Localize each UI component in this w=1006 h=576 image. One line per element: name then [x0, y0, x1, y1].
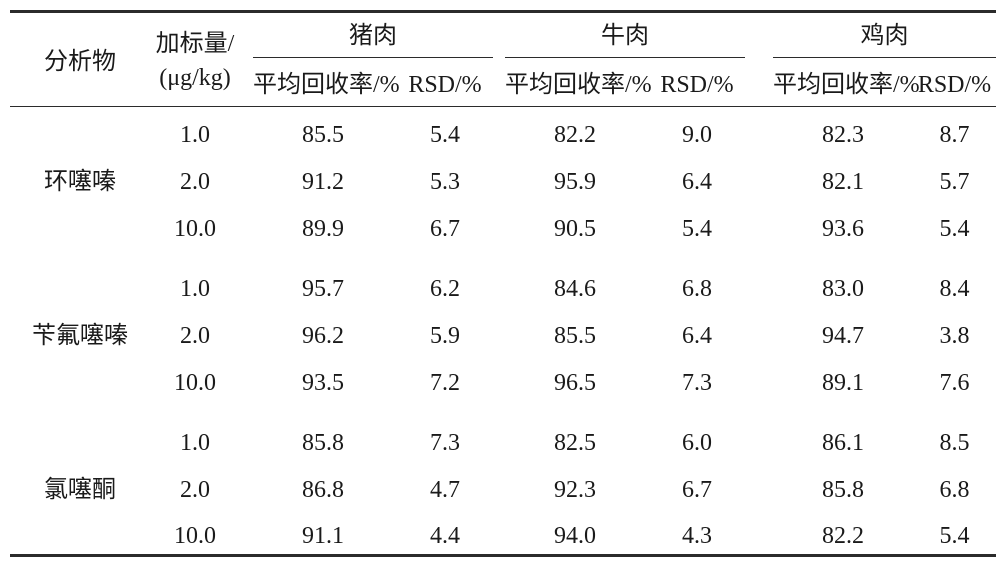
cell-beef-recovery: 94.0: [554, 523, 596, 549]
cell-chicken-recovery: 94.7: [822, 323, 864, 349]
cell-beef-rsd: 6.0: [682, 430, 712, 456]
cell-beef-rsd: 6.8: [682, 276, 712, 302]
table-bottom-rule: [10, 554, 996, 557]
cell-chicken-rsd: 6.8: [939, 477, 970, 503]
cell-pork-recovery: 91.2: [302, 169, 344, 195]
cell-beef-rsd: 6.4: [682, 169, 712, 195]
subheader-rsd: RSD/%: [408, 72, 482, 98]
cell-beef-rsd: 6.7: [682, 477, 712, 503]
cell-chicken-rsd: 8.5: [939, 430, 970, 456]
header-analyte: 分析物: [44, 49, 116, 75]
cell-beef-recovery: 82.5: [554, 430, 596, 456]
cell-chicken-rsd: 8.4: [939, 276, 970, 302]
cell-spike: 10.0: [174, 370, 216, 396]
cell-pork-rsd: 5.3: [430, 169, 460, 195]
cell-pork-rsd: 7.2: [430, 370, 460, 396]
group-header-pork: 猪肉: [349, 23, 397, 49]
cell-chicken-recovery: 83.0: [822, 276, 864, 302]
subheader-rsd: RSD/%: [660, 72, 734, 98]
cell-chicken-rsd: 3.8: [939, 323, 970, 349]
cell-pork-rsd: 5.4: [430, 122, 460, 148]
cell-spike: 2.0: [180, 323, 210, 349]
table-top-rule: [10, 10, 996, 13]
cell-beef-recovery: 82.2: [554, 122, 596, 148]
cell-pork-recovery: 91.1: [302, 523, 344, 549]
cell-pork-recovery: 85.5: [302, 122, 344, 148]
group-rule-beef: [505, 57, 745, 58]
cell-beef-recovery: 85.5: [554, 323, 596, 349]
cell-spike: 1.0: [180, 430, 210, 456]
cell-pork-recovery: 95.7: [302, 276, 344, 302]
cell-beef-rsd: 5.4: [682, 216, 712, 242]
cell-beef-rsd: 9.0: [682, 122, 712, 148]
cell-chicken-rsd: 8.7: [939, 122, 970, 148]
cell-chicken-recovery: 82.3: [822, 122, 864, 148]
cell-pork-recovery: 96.2: [302, 323, 344, 349]
cell-beef-rsd: 7.3: [682, 370, 712, 396]
cell-beef-recovery: 92.3: [554, 477, 596, 503]
cell-spike: 1.0: [180, 276, 210, 302]
cell-chicken-recovery: 82.1: [822, 169, 864, 195]
analyte-name: 氯噻酮: [44, 477, 116, 503]
subheader-recovery: 平均回收率/%: [253, 72, 400, 98]
cell-chicken-rsd: 5.7: [939, 169, 970, 195]
cell-pork-rsd: 6.2: [430, 276, 460, 302]
cell-pork-recovery: 93.5: [302, 370, 344, 396]
cell-pork-rsd: 5.9: [430, 323, 460, 349]
cell-spike: 2.0: [180, 477, 210, 503]
cell-pork-recovery: 85.8: [302, 430, 344, 456]
cell-beef-rsd: 4.3: [682, 523, 712, 549]
subheader-recovery: 平均回收率/%: [773, 72, 920, 98]
cell-pork-rsd: 6.7: [430, 216, 460, 242]
cell-beef-rsd: 6.4: [682, 323, 712, 349]
header-spike-line2: (μg/kg): [159, 65, 231, 91]
cell-pork-rsd: 4.4: [430, 523, 460, 549]
cell-spike: 2.0: [180, 169, 210, 195]
cell-beef-recovery: 84.6: [554, 276, 596, 302]
cell-spike: 10.0: [174, 216, 216, 242]
cell-chicken-recovery: 89.1: [822, 370, 864, 396]
cell-beef-recovery: 96.5: [554, 370, 596, 396]
group-rule-chicken: [773, 57, 996, 58]
cell-chicken-rsd: 5.4: [939, 216, 970, 242]
cell-beef-recovery: 90.5: [554, 216, 596, 242]
group-header-beef: 牛肉: [601, 23, 649, 49]
cell-spike: 1.0: [180, 122, 210, 148]
group-header-chicken: 鸡肉: [860, 23, 909, 49]
analyte-name: 苄氟噻嗪: [32, 323, 128, 349]
cell-pork-recovery: 86.8: [302, 477, 344, 503]
group-rule-pork: [253, 57, 493, 58]
cell-chicken-recovery: 86.1: [822, 430, 864, 456]
cell-pork-rsd: 4.7: [430, 477, 460, 503]
cell-beef-recovery: 95.9: [554, 169, 596, 195]
cell-chicken-rsd: 7.6: [939, 370, 970, 396]
subheader-recovery: 平均回收率/%: [505, 72, 652, 98]
cell-chicken-recovery: 93.6: [822, 216, 864, 242]
subheader-rsd: RSD/%: [917, 72, 992, 98]
analyte-name: 环噻嗪: [44, 169, 116, 195]
cell-spike: 10.0: [174, 523, 216, 549]
cell-chicken-recovery: 82.2: [822, 523, 864, 549]
cell-chicken-rsd: 5.4: [939, 523, 970, 549]
cell-chicken-recovery: 85.8: [822, 477, 864, 503]
header-spike-line1: 加标量/: [155, 31, 235, 57]
cell-pork-recovery: 89.9: [302, 216, 344, 242]
header-bottom-rule: [10, 106, 996, 107]
cell-pork-rsd: 7.3: [430, 430, 460, 456]
